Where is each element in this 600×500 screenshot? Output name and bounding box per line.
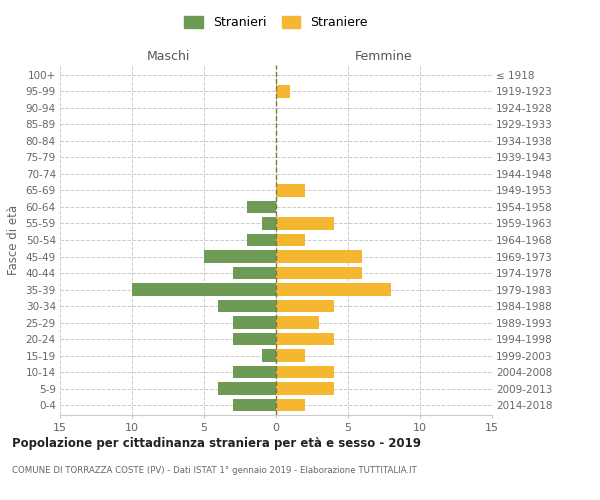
Bar bbox=[262, 218, 276, 230]
Bar bbox=[276, 333, 334, 345]
Bar bbox=[276, 284, 391, 296]
Bar bbox=[262, 350, 276, 362]
Bar bbox=[276, 300, 334, 312]
Bar bbox=[276, 218, 334, 230]
Text: COMUNE DI TORRAZZA COSTE (PV) - Dati ISTAT 1° gennaio 2019 - Elaborazione TUTTIT: COMUNE DI TORRAZZA COSTE (PV) - Dati IST… bbox=[12, 466, 417, 475]
Bar bbox=[218, 300, 276, 312]
Bar bbox=[276, 234, 305, 246]
Text: Maschi: Maschi bbox=[146, 50, 190, 62]
Bar bbox=[218, 382, 276, 395]
Text: Popolazione per cittadinanza straniera per età e sesso - 2019: Popolazione per cittadinanza straniera p… bbox=[12, 438, 421, 450]
Y-axis label: Anni di nascita: Anni di nascita bbox=[598, 196, 600, 284]
Bar bbox=[276, 350, 305, 362]
Bar bbox=[233, 366, 276, 378]
Bar bbox=[276, 85, 290, 98]
Bar bbox=[276, 267, 362, 279]
Text: Femmine: Femmine bbox=[355, 50, 413, 62]
Legend: Stranieri, Straniere: Stranieri, Straniere bbox=[179, 11, 373, 34]
Bar bbox=[276, 382, 334, 395]
Bar bbox=[132, 284, 276, 296]
Bar bbox=[233, 316, 276, 328]
Bar bbox=[233, 399, 276, 411]
Bar bbox=[233, 333, 276, 345]
Bar bbox=[247, 234, 276, 246]
Bar bbox=[204, 250, 276, 262]
Bar bbox=[276, 184, 305, 196]
Bar bbox=[276, 250, 362, 262]
Y-axis label: Fasce di età: Fasce di età bbox=[7, 205, 20, 275]
Bar bbox=[276, 399, 305, 411]
Bar bbox=[247, 201, 276, 213]
Bar bbox=[276, 316, 319, 328]
Bar bbox=[233, 267, 276, 279]
Bar bbox=[276, 366, 334, 378]
